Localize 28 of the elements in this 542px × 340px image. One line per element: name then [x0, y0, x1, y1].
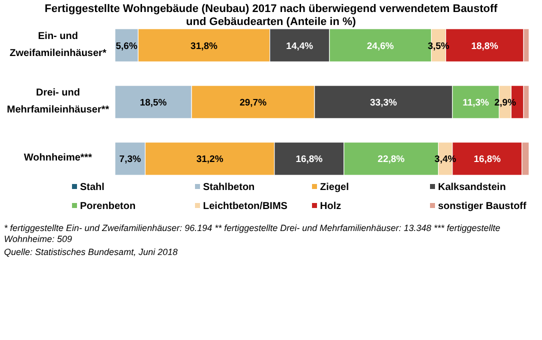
legend-label: Stahl [80, 182, 105, 193]
legend-label: sonstiger Baustoff [438, 201, 528, 212]
data-label: 16,8% [296, 154, 324, 166]
y-tick-label: Drei- und Mehrfamileinhäuser** [6, 88, 110, 116]
data-label: 33,3% [370, 98, 398, 108]
data-label: 31,8% [190, 40, 218, 52]
source-note: Quelle: Statistisches Bundesamt, Juni 2018 [4, 247, 178, 257]
legend-label: Stahlbeton [203, 182, 255, 193]
data-label: 29,7% [240, 98, 268, 108]
legend-label: Kalksandstein [438, 182, 506, 193]
y-tick-label: Ein- und Zweifamileinhäuser* [10, 30, 106, 59]
data-label: 7,3% [119, 154, 142, 166]
data-label: 14,4% [286, 40, 314, 52]
legend-label: Porenbeton [80, 201, 136, 212]
data-label: 22,8% [378, 154, 406, 166]
y-tick-label: Wohnheime*** [24, 152, 92, 164]
chart-title: Fertiggestellte Wohngebäude (Neubau) 2017 nach überwiegend verwendetem Baustoff und Gebäudearten (Anteile in %) [44, 3, 498, 28]
text: * fertiggestellte Ein- und Zweifamilienhäuser: 96.194 ** fertiggestellte Drei- und Mehrfamilienhäuser: 13.348 *** fertiggestellte Wohnheime: 509 [4, 223, 500, 244]
data-label: 24,6% [366, 40, 394, 52]
legend-label: Leichtbeton/BIMS [203, 201, 288, 212]
data-label: 31,2% [196, 154, 224, 166]
data-label: 5,6% [116, 40, 138, 52]
legend-label: Holz [320, 201, 342, 212]
data-label: 16,8% [474, 154, 502, 166]
data-label: 11,3% [462, 98, 490, 108]
data-label: 18,5% [140, 98, 168, 108]
legend-label: Ziegel [320, 182, 350, 193]
data-label: 18,8% [471, 40, 499, 52]
